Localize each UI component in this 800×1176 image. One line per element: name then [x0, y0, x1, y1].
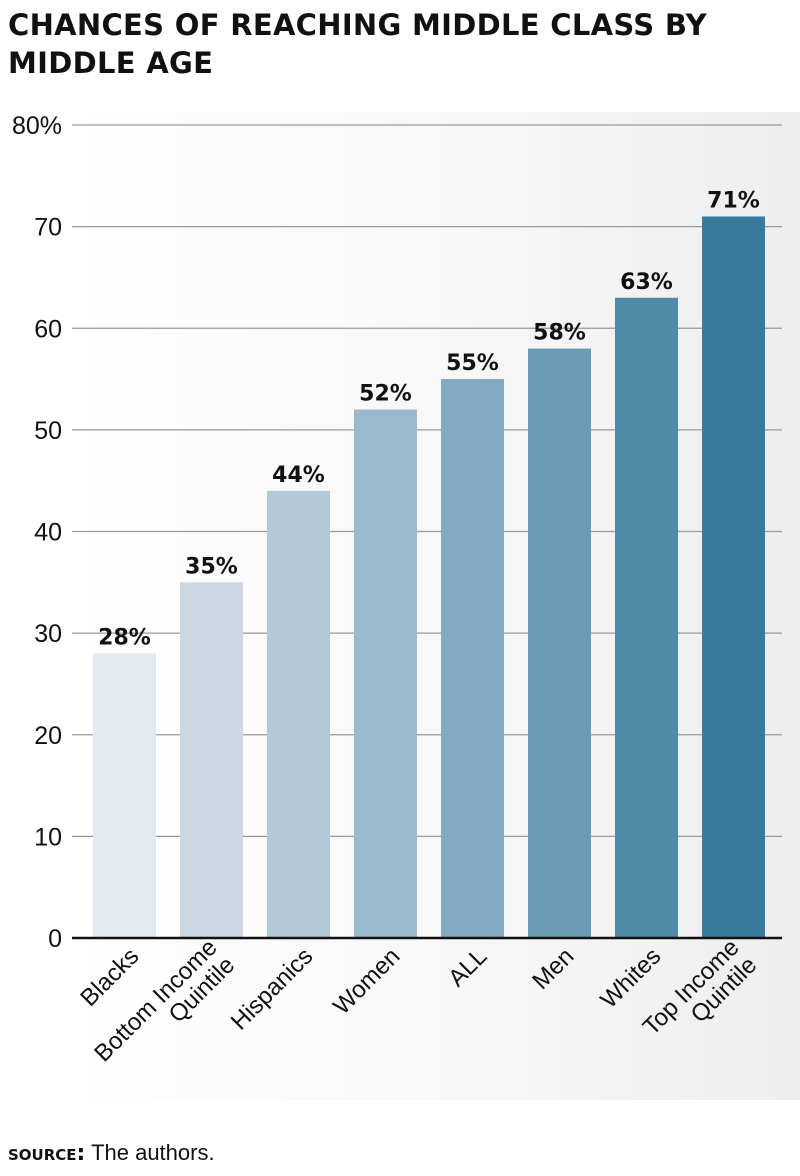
- data-label: 58%: [533, 321, 586, 346]
- source-label: SOURCE:: [8, 1141, 86, 1166]
- y-tick-label: 40: [34, 519, 62, 547]
- data-label: 44%: [272, 463, 325, 488]
- bar: [528, 348, 591, 938]
- x-tick-label-line: Hispanics: [226, 943, 319, 1036]
- y-tick-label: 80%: [12, 112, 62, 140]
- x-tick-label-line: ALL: [443, 943, 492, 992]
- y-tick-label: 50: [34, 417, 62, 445]
- x-tick-label: Blacks: [75, 943, 144, 1012]
- y-tick-label: 10: [34, 823, 62, 851]
- x-tick-label-line: Blacks: [75, 943, 144, 1012]
- bar: [441, 379, 504, 938]
- bar: [93, 653, 156, 938]
- bar-chart: 0 10 20 30 40 50 60 70 80% 28% 35% 44% 52% 55% 58% 63%…: [12, 112, 782, 1067]
- x-tick-label-line: Men: [527, 943, 579, 995]
- source-text: The authors.: [91, 1140, 215, 1165]
- y-tick-label: 30: [34, 620, 62, 648]
- bar: [615, 297, 678, 938]
- bar: [702, 216, 765, 938]
- data-label: 52%: [359, 382, 412, 407]
- data-labels: 28% 35% 44% 52% 55% 58% 63% 71%: [98, 188, 760, 650]
- x-tick-label: Hispanics: [226, 943, 319, 1036]
- x-tick-label: Women: [328, 943, 405, 1020]
- bars: [93, 216, 765, 938]
- y-tick-label: 20: [34, 722, 62, 750]
- data-label: 28%: [98, 625, 151, 650]
- bar: [354, 409, 417, 938]
- x-tick-label: Men: [527, 943, 579, 995]
- source-note: SOURCE: The authors.: [8, 1140, 215, 1166]
- chart-title: CHANCES OF REACHING MIDDLE CLASS BY MIDD…: [8, 8, 707, 80]
- bar: [267, 490, 330, 938]
- data-label: 35%: [185, 554, 238, 579]
- data-label: 63%: [620, 270, 673, 295]
- x-tick-label: ALL: [443, 943, 492, 992]
- x-tick-label-line: Women: [328, 943, 405, 1020]
- data-label: 71%: [707, 188, 760, 213]
- data-label: 55%: [446, 351, 499, 376]
- bar: [180, 582, 243, 938]
- y-tick-label: 70: [34, 214, 62, 242]
- y-tick-label: 0: [48, 925, 62, 953]
- y-tick-labels: 0 10 20 30 40 50 60 70 80%: [12, 112, 62, 953]
- y-tick-label: 60: [34, 315, 62, 343]
